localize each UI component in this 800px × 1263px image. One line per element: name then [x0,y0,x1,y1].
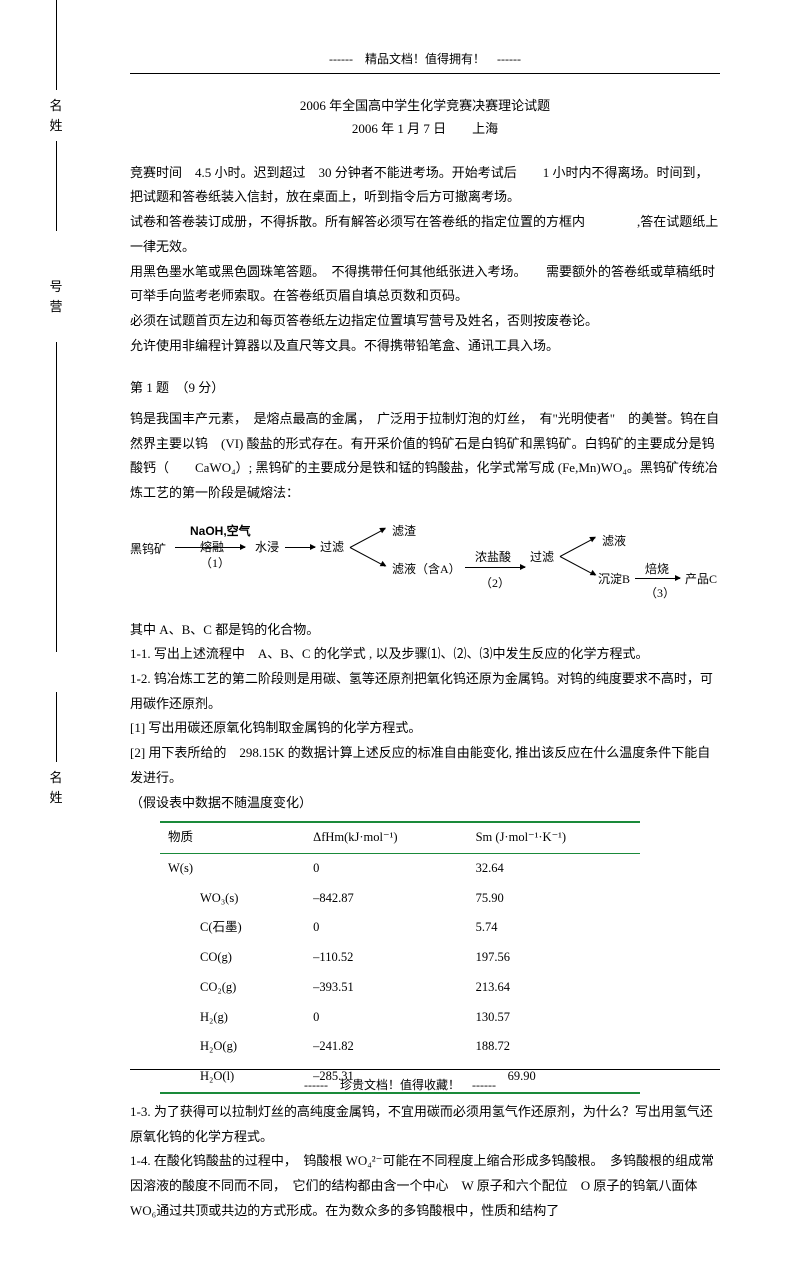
table-row: C(石墨)05.74 [160,913,640,943]
fc-product: 产品C [685,568,717,591]
q1-intro: 钨是我国丰产元素， 是熔点最高的金属， 广泛用于拉制灯泡的灯丝， 有"光明使者"… [130,407,720,506]
sidebar-label-mid: 号营 [36,277,76,316]
question-1: 第 1 题 （9 分） 钨是我国丰产元素， 是熔点最高的金属， 广泛用于拉制灯泡… [130,376,720,1223]
sidebar-label-top: 名姓 [36,96,76,135]
arrow-2 [285,547,315,548]
fc-filter1: 过滤 [320,536,344,559]
fc-step1: （1） [200,552,230,575]
fc-filter2: 过滤 [530,546,554,569]
fc-step3: （3） [645,582,675,605]
q1-4: 1-4. 在酸化钨酸盐的过程中， 钨酸根 WO₄²⁻可能在不同程度上缩合形成多钨… [130,1149,720,1223]
table-row: H₂O(g)–241.82188.72 [160,1032,640,1062]
table-row: W(s)032.64 [160,853,640,883]
title-block: 2006 年全国高中学生化学竞赛决赛理论试题 2006 年 1 月 7 日 上海 [130,94,720,141]
table-header-row: 物质 ΔfHm(kJ·mol⁻¹) Sm (J·mol⁻¹·K⁻¹) [160,822,640,853]
page-header: ------ 精品文档！值得拥有！ ------ [130,50,720,67]
th-substance: 物质 [160,822,305,853]
q1-1: 1-1. 写出上述流程中 A、B、C 的化学式 , 以及步骤⑴、⑵、⑶中发生反应… [130,642,720,667]
arrow-7 [560,556,596,576]
instructions: 竞赛时间 4.5 小时。迟到超过 30 分钟者不能进考场。开始考试后 1 小时内… [130,161,720,359]
footer-text: ------ 珍贵文档！值得收藏！ ------ [0,1076,800,1093]
header-rule [130,73,720,74]
sidebar-label-bot: 名姓 [36,768,76,807]
arrow-6 [560,537,596,557]
page-footer: ------ 珍贵文档！值得收藏！ ------ [0,1069,800,1093]
fc-liquid-a: 滤液（含A） [392,558,461,581]
footer-rule [130,1069,720,1070]
q1-flowchart: NaOH,空气 黑钨矿 熔融 （1） 水浸 过滤 滤渣 滤液（含A） 浓盐酸 （… [130,516,720,606]
fc-precip: 沉淀B [598,568,630,591]
table-row: H₂(g)0130.57 [160,1003,640,1033]
instr-p1: 竞赛时间 4.5 小时。迟到超过 30 分钟者不能进考场。开始考试后 1 小时内… [130,161,720,210]
q1-bracket1: [1] 写出用碳还原氧化钨制取金属钨的化学方程式。 [130,716,720,741]
arrow-1 [175,547,245,548]
fc-leach: 水浸 [255,536,279,559]
fc-step2: （2） [480,572,510,595]
fc-hcl: 浓盐酸 [475,546,511,569]
title-line1: 2006 年全国高中学生化学竞赛决赛理论试题 [130,94,720,117]
instr-p3: 用黑色墨水笔或黑色圆珠笔答题。 不得携带任何其他纸张进入考场。 需要额外的答卷纸… [130,260,720,309]
title-line2: 2006 年 1 月 7 日 上海 [130,117,720,140]
th-sm: Sm (J·mol⁻¹·K⁻¹) [468,822,640,853]
table-row: WO₃(s)–842.8775.90 [160,884,640,914]
fc-residue: 滤渣 [392,520,416,543]
q1-bracket2: [2] 用下表所给的 298.15K 的数据计算上述反应的标准自由能变化, 推出… [130,741,720,790]
thermo-table: 物质 ΔfHm(kJ·mol⁻¹) Sm (J·mol⁻¹·K⁻¹) W(s)0… [160,821,640,1094]
q1-heading: 第 1 题 （9 分） [130,376,720,401]
table-row: CO(g)–110.52197.56 [160,943,640,973]
q1-2: 1-2. 钨冶炼工艺的第二阶段则是用碳、氢等还原剂把氧化钨还原为金属钨。对钨的纯… [130,667,720,716]
instr-p5: 允许使用非编程计算器以及直尺等文具。不得携带铅笔盒、通讯工具入场。 [130,334,720,359]
table-row: CO₂(g)–393.51213.64 [160,973,640,1003]
q1-assume: （假设表中数据不随温度变化） [130,791,720,816]
instr-p4: 必须在试题首页左边和每页答卷纸左边指定位置填写营号及姓名，否则按废卷论。 [130,309,720,334]
arrow-4 [350,547,386,567]
fc-ore: 黑钨矿 [130,538,166,561]
arrow-3 [350,528,386,548]
arrow-8 [635,578,680,579]
q1-3: 1-3. 为了获得可以拉制灯丝的高纯度金属钨，不宜用碳而必须用氢气作还原剂，为什… [130,1100,720,1149]
th-dh: ΔfHm(kJ·mol⁻¹) [305,822,467,853]
left-sidebar: 名姓 号营 名姓 [36,0,76,1133]
q1-after: 其中 A、B、C 都是钨的化合物。 [130,618,720,643]
arrow-5 [465,567,525,568]
fc-liquid2: 滤液 [602,530,626,553]
instr-p2: 试卷和答卷装订成册，不得拆散。所有解答必须写在答卷纸的指定位置的方框内 ,答在试… [130,210,720,259]
